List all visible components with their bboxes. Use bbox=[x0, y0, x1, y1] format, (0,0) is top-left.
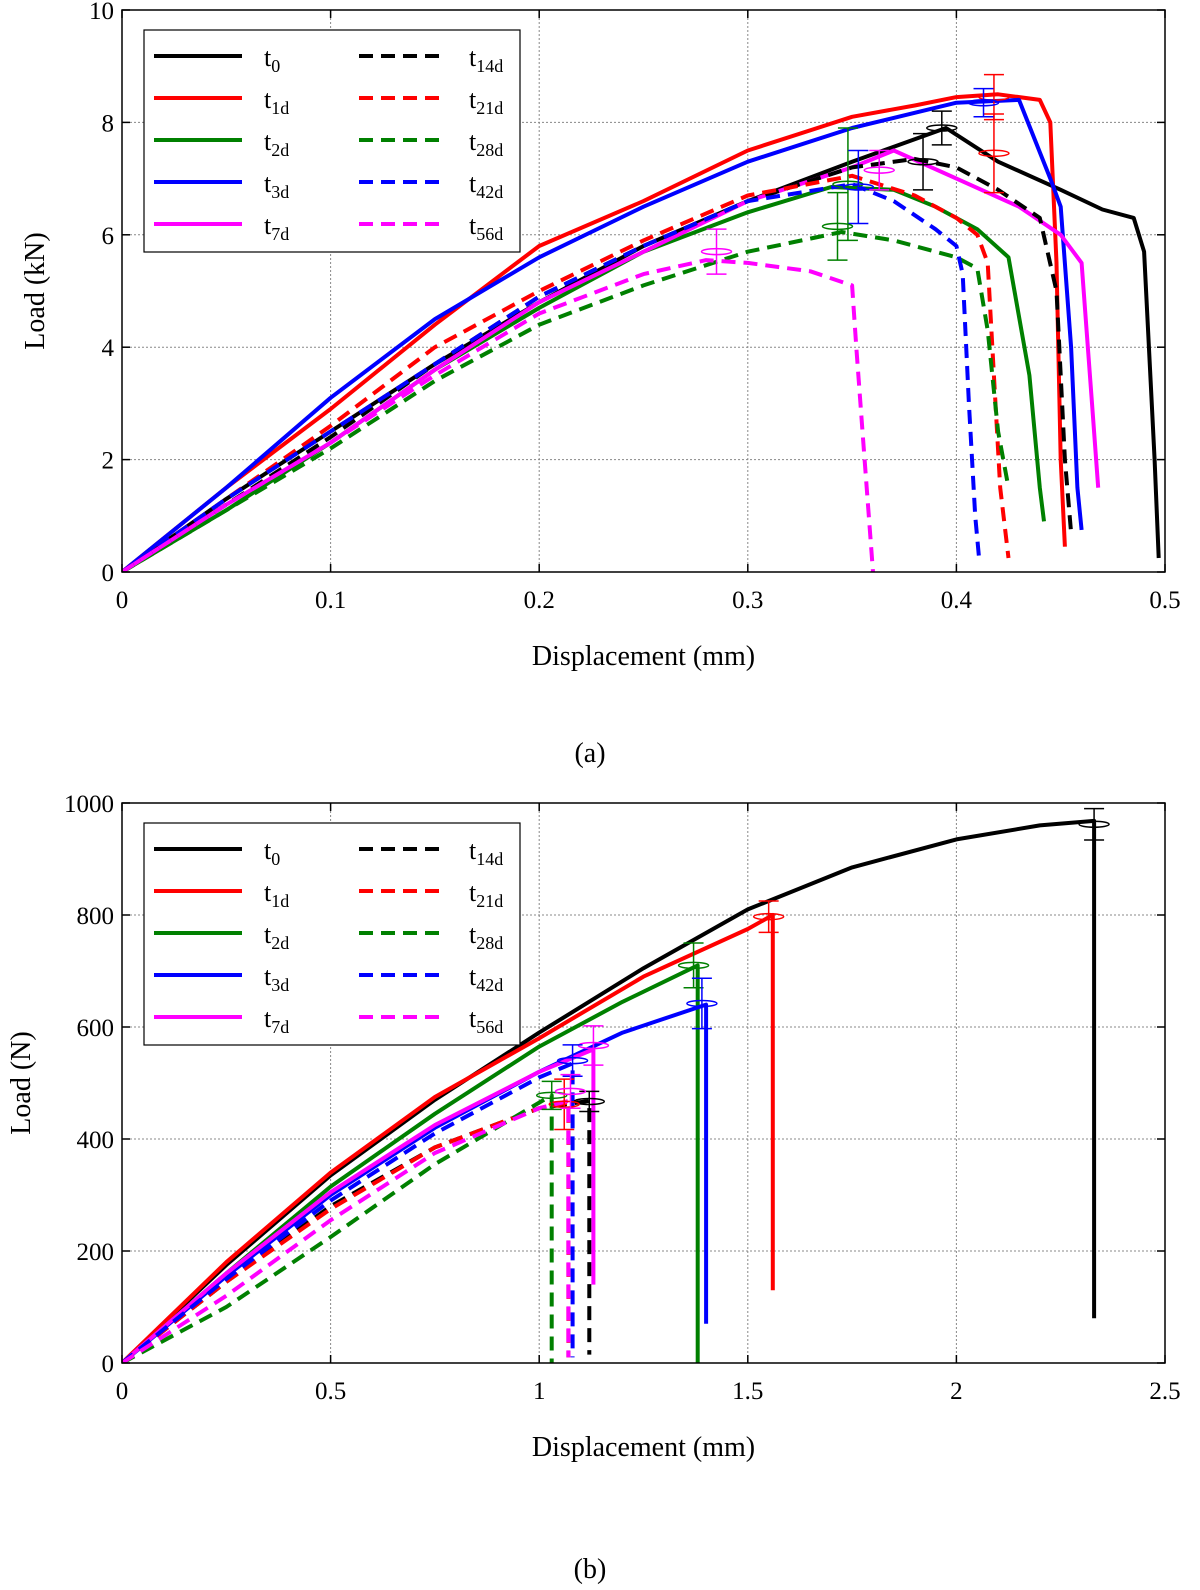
y-axis-label: Load (N) bbox=[6, 1031, 37, 1134]
legend-label-t2d: t2d bbox=[264, 127, 289, 160]
error-bar-t0-0 bbox=[1078, 807, 1110, 841]
legend: t0 t1d t2d t3d t7d t14d t21d t28d t42d t56d bbox=[143, 29, 521, 253]
error-bar-t7d-0 bbox=[577, 1025, 610, 1066]
chart-panel-b: 0 0.5 1 1.5 2 2.5 0 200 400 600 800 1000 Displacemen… bbox=[0, 790, 1200, 1590]
legend-label-t7d: t7d bbox=[264, 1004, 289, 1037]
legend-label-t0: t0 bbox=[264, 43, 280, 76]
error-bar-t3d-1 bbox=[842, 149, 875, 225]
error-bars bbox=[535, 807, 1110, 1131]
error-bar-t7d-0 bbox=[863, 149, 895, 191]
legend-label-t42d: t42d bbox=[469, 962, 503, 995]
series-line-t42d bbox=[122, 1061, 575, 1363]
error-bar-t0-0 bbox=[926, 110, 958, 146]
x-tick-label: 1.5 bbox=[732, 1378, 763, 1405]
y-tick-label: 600 bbox=[77, 1015, 115, 1042]
x-tick-label: 0.4 bbox=[941, 587, 973, 614]
error-bar-t1d-1 bbox=[978, 113, 1010, 194]
series-line-t21d bbox=[122, 1100, 571, 1363]
legend-label-t1d: t1d bbox=[264, 878, 289, 911]
y-tick-label: 10 bbox=[89, 0, 114, 25]
y-tick-label: 400 bbox=[77, 1127, 115, 1154]
y-tick-label: 6 bbox=[102, 223, 115, 250]
figure-caption: (a) bbox=[574, 738, 605, 769]
legend-label-t7d: t7d bbox=[264, 211, 289, 244]
legend-label-t21d: t21d bbox=[469, 85, 503, 118]
legend-label-t21d: t21d bbox=[469, 878, 503, 911]
load-displacement-chart-b: 0 0.5 1 1.5 2 2.5 0 200 400 600 800 1000 Displacemen… bbox=[6, 791, 1181, 1585]
x-tick-label: 0 bbox=[116, 1378, 129, 1405]
load-displacement-chart-a: 0 0.1 0.2 0.3 0.4 0.5 0 2 4 6 8 10 Displacement (mm)… bbox=[20, 0, 1181, 769]
legend-label-t14d: t14d bbox=[469, 836, 503, 869]
x-axis-label: Displacement (mm) bbox=[532, 641, 755, 672]
error-bar-t2d-0 bbox=[677, 942, 710, 989]
x-axis-label: Displacement (mm) bbox=[532, 1432, 755, 1463]
legend-label-t0: t0 bbox=[264, 836, 280, 869]
legend-label-t14d: t14d bbox=[469, 43, 503, 76]
plot-frame bbox=[121, 802, 1166, 1364]
series-line-t7d bbox=[122, 1047, 596, 1363]
axis-ticks bbox=[121, 9, 1166, 573]
y-tick-label: 800 bbox=[77, 903, 115, 930]
series-line-t3d bbox=[122, 1002, 709, 1363]
error-bar-t28d-0 bbox=[535, 1080, 568, 1111]
error-bar-t56d-0 bbox=[554, 1073, 587, 1109]
y-tick-label: 200 bbox=[77, 1239, 115, 1266]
error-bar-t0-1 bbox=[907, 132, 939, 191]
axis-ticks bbox=[121, 802, 1166, 1364]
series-group bbox=[122, 92, 1161, 572]
chart-panel-a: 0 0.1 0.2 0.3 0.4 0.5 0 2 4 6 8 10 Displacement (mm)… bbox=[0, 0, 1200, 770]
y-tick-label: 0 bbox=[102, 1351, 115, 1378]
y-tick-label: 1000 bbox=[64, 791, 114, 818]
error-bar-t3d-0 bbox=[967, 87, 1000, 118]
legend-label-t3d: t3d bbox=[264, 169, 289, 202]
legend: t0 t1d t2d t3d t7d t14d t21d t28d t42d t56d bbox=[143, 822, 521, 1046]
figure-caption: (b) bbox=[574, 1554, 607, 1585]
series-line-t42d bbox=[122, 182, 982, 572]
legend-label-t42d: t42d bbox=[469, 169, 503, 202]
y-tick-label: 0 bbox=[102, 560, 115, 587]
legend-label-t56d: t56d bbox=[469, 1004, 503, 1037]
y-tick-label: 4 bbox=[102, 335, 115, 362]
error-bar-t3d-0 bbox=[686, 977, 718, 1030]
y-tick-label: 2 bbox=[102, 448, 115, 475]
x-tick-label: 0.5 bbox=[315, 1378, 346, 1405]
series-group bbox=[122, 818, 1097, 1363]
error-bars bbox=[700, 73, 1010, 275]
series-line-t56d bbox=[122, 1098, 571, 1363]
series-line-t28d bbox=[122, 1093, 554, 1363]
x-tick-label: 0.3 bbox=[732, 587, 763, 614]
x-tick-label: 0 bbox=[116, 587, 129, 614]
x-tick-label: 0.2 bbox=[524, 587, 555, 614]
error-bar-t1d-0 bbox=[752, 900, 785, 934]
series-line-t1d bbox=[122, 913, 775, 1363]
legend-label-t28d: t28d bbox=[469, 127, 503, 160]
error-bar-t42d-0 bbox=[556, 1044, 589, 1078]
legend-label-t1d: t1d bbox=[264, 85, 289, 118]
x-tick-label: 0.1 bbox=[315, 587, 346, 614]
series-line-t56d bbox=[122, 258, 875, 572]
series-line-t14d bbox=[122, 156, 1074, 572]
error-bar-t21d-0 bbox=[548, 1078, 580, 1131]
legend-label-t2d: t2d bbox=[264, 920, 289, 953]
x-tick-label: 2 bbox=[950, 1378, 963, 1405]
error-bar-t56d-0 bbox=[700, 228, 733, 275]
error-bar-t28d-0 bbox=[821, 191, 854, 261]
series-line-t14d bbox=[122, 1098, 592, 1363]
y-tick-label: 8 bbox=[102, 110, 115, 137]
series-line-t28d bbox=[122, 230, 1011, 572]
x-tick-label: 1 bbox=[533, 1378, 546, 1405]
legend-label-t56d: t56d bbox=[469, 211, 503, 244]
legend-label-t28d: t28d bbox=[469, 920, 503, 953]
x-tick-label: 0.5 bbox=[1149, 587, 1180, 614]
series-line-t21d bbox=[122, 173, 1011, 572]
x-tick-label: 2.5 bbox=[1149, 1378, 1180, 1405]
y-axis-label: Load (kN) bbox=[20, 232, 51, 349]
plot-frame bbox=[121, 9, 1166, 573]
legend-label-t3d: t3d bbox=[264, 962, 289, 995]
